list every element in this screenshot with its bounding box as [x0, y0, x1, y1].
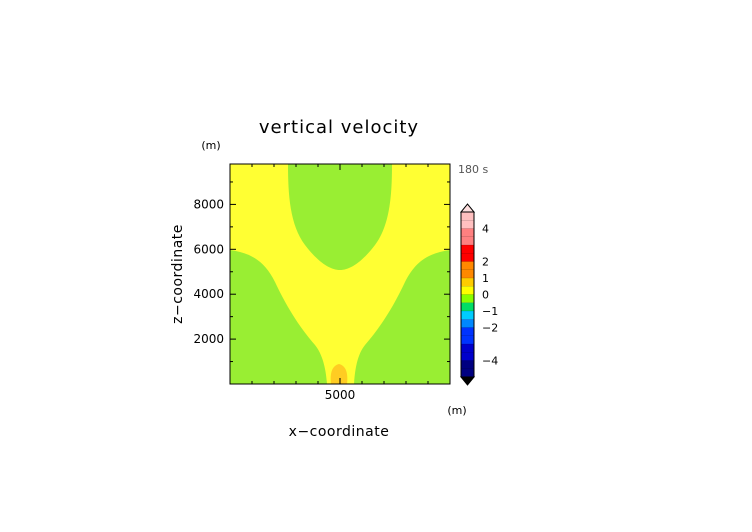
colorbar-segment	[461, 302, 474, 311]
colorbar-tick-label: 4	[482, 223, 489, 236]
axis-ticks	[230, 164, 450, 384]
colorbar: 4 2 1 0 −1 −2 −4	[459, 203, 498, 386]
colorbar-tick-label: −4	[482, 355, 498, 368]
y-tick-label: 4000	[193, 287, 224, 301]
colorbar-segment	[461, 311, 474, 320]
x-axis-label: x−coordinate	[289, 424, 390, 440]
contour-region-positive	[230, 164, 450, 384]
colorbar-segment	[461, 360, 474, 377]
y-tick-label: 8000	[193, 197, 224, 211]
y-tick-label: 6000	[193, 242, 224, 256]
colorbar-segment	[461, 278, 474, 287]
colorbar-tick-label: 0	[482, 289, 489, 302]
y-tick-label: 2000	[193, 332, 224, 346]
chart-title: vertical velocity	[259, 117, 419, 138]
colorbar-segment	[461, 294, 474, 303]
colorbar-segment	[461, 319, 474, 328]
colorbar-overflow-high	[459, 203, 476, 213]
colorbar-segment	[461, 344, 474, 361]
y-unit-label: (m)	[201, 139, 220, 152]
colorbar-overflow-low	[459, 376, 476, 386]
x-unit-label: (m)	[447, 404, 466, 417]
colorbar-tick-label: 1	[482, 272, 489, 285]
colorbar-segment	[461, 245, 474, 262]
colorbar-segment	[461, 261, 474, 278]
x-tick-label: 5000	[325, 388, 356, 402]
colorbar-tick-label: −2	[482, 322, 498, 335]
colorbar-tick-label: 2	[482, 256, 489, 269]
time-label: 180 s	[458, 163, 488, 176]
axis-tick-labels: 5000 2000 4000 6000 8000	[193, 197, 355, 402]
plot-area: 5000 2000 4000 6000 8000	[193, 163, 451, 402]
colorbar-tick-label: −1	[482, 305, 498, 318]
colorbar-segment	[461, 327, 474, 344]
colorbar-segment	[461, 228, 474, 245]
colorbar-segment	[461, 212, 474, 229]
y-axis-label: z−coordinate	[170, 224, 186, 324]
contour-region-core	[330, 364, 348, 384]
colorbar-segment	[461, 286, 474, 295]
